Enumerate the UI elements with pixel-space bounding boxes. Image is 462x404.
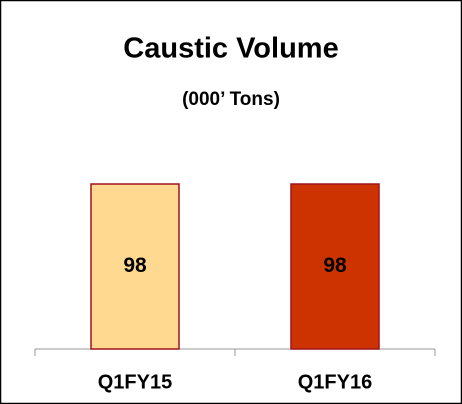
value-label: 98 — [323, 254, 347, 277]
chart-subtitle: (000’ Tons) — [182, 89, 280, 110]
value-label: 98 — [123, 254, 147, 277]
x-tick-label: Q1FY15 — [98, 371, 172, 393]
x-tick-label: Q1FY16 — [298, 371, 372, 393]
bar — [290, 183, 380, 350]
bar — [90, 183, 180, 350]
chart-title: Caustic Volume — [123, 33, 338, 65]
